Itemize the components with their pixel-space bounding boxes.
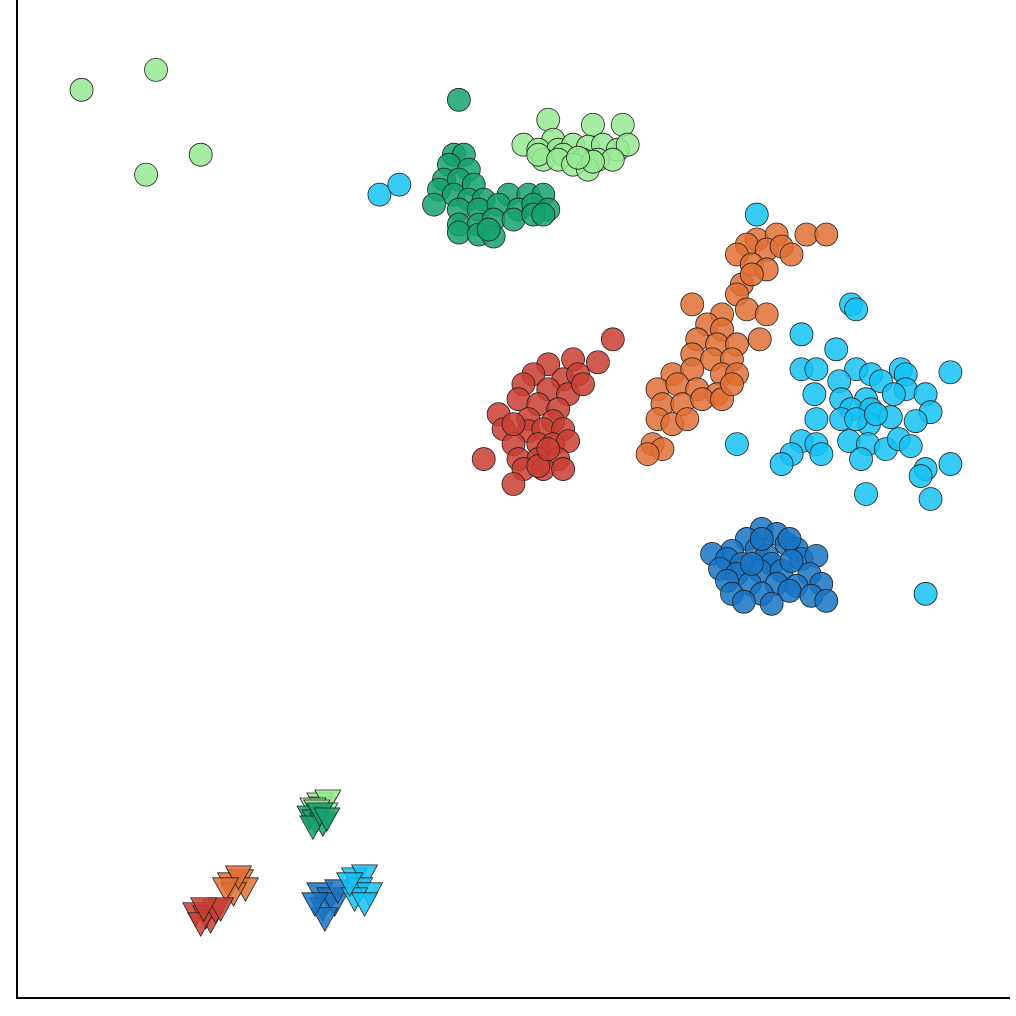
circle-point — [501, 412, 526, 437]
circle-point — [600, 147, 625, 172]
circle-point — [814, 222, 839, 247]
circle-point — [809, 442, 834, 466]
circle-point — [789, 322, 814, 347]
circle-point — [144, 57, 168, 82]
circle-point — [739, 262, 764, 287]
circle-point — [898, 434, 923, 459]
circle-point — [802, 382, 827, 407]
circle-point — [844, 407, 868, 432]
circle-point — [779, 548, 804, 573]
circle-point — [422, 192, 446, 217]
circle-point — [188, 142, 213, 167]
plot-area — [69, 57, 963, 937]
circle-point — [446, 220, 471, 245]
circle-point — [566, 145, 590, 170]
triangle-point — [301, 892, 329, 918]
circle-point — [446, 87, 471, 112]
circle-point — [747, 327, 772, 352]
circle-point — [367, 182, 392, 207]
circle-point — [779, 242, 804, 267]
circle-point — [506, 387, 531, 412]
circle-point — [610, 112, 635, 137]
circle-point — [635, 442, 660, 466]
circle-point — [665, 372, 690, 397]
circle-point — [814, 588, 839, 613]
circle-point — [744, 202, 769, 227]
circle-point — [526, 142, 551, 167]
circle-point — [720, 372, 744, 397]
circle-point — [754, 302, 779, 327]
circle-point — [551, 457, 576, 481]
circle-point — [731, 589, 756, 614]
circle-point — [938, 452, 963, 476]
circle-point — [854, 482, 878, 506]
circle-point — [903, 409, 928, 434]
circle-point — [908, 464, 933, 488]
circle-point — [734, 297, 759, 322]
triangle-point — [190, 897, 218, 923]
triangle-point — [211, 877, 240, 903]
circle-point — [536, 437, 561, 462]
circle-point — [759, 591, 784, 616]
circle-point — [69, 77, 94, 102]
circle-point — [675, 407, 700, 432]
circle-point — [913, 581, 938, 606]
circle-point — [804, 407, 829, 432]
circle-point — [581, 112, 605, 137]
triangle-point — [313, 807, 341, 833]
circle-point — [749, 527, 774, 551]
circle-point — [739, 551, 764, 576]
triangle-point — [350, 892, 379, 918]
circle-point — [536, 107, 561, 132]
circle-point — [938, 360, 963, 385]
circle-point — [777, 527, 802, 551]
circle-point — [824, 337, 849, 362]
circle-point — [501, 207, 526, 232]
circle-point — [680, 292, 705, 317]
circle-point — [387, 172, 412, 197]
circle-point — [849, 447, 873, 471]
circle-point — [600, 327, 625, 352]
circle-point — [471, 447, 496, 471]
circle-point — [501, 472, 526, 496]
circle-point — [769, 452, 794, 476]
circle-point — [881, 382, 906, 407]
circle-point — [531, 202, 556, 227]
triangle-point — [206, 897, 235, 923]
circle-point — [571, 372, 595, 397]
circle-point — [476, 217, 501, 242]
triangle-point — [335, 872, 364, 898]
circle-point — [844, 297, 868, 322]
triangle-point — [311, 907, 339, 932]
circle-point — [725, 432, 749, 457]
circle-point — [615, 132, 640, 157]
circle-point — [918, 487, 943, 511]
circle-point — [804, 357, 829, 382]
circle-point — [134, 162, 158, 187]
circle-point — [586, 350, 610, 375]
circle-point — [864, 402, 888, 427]
